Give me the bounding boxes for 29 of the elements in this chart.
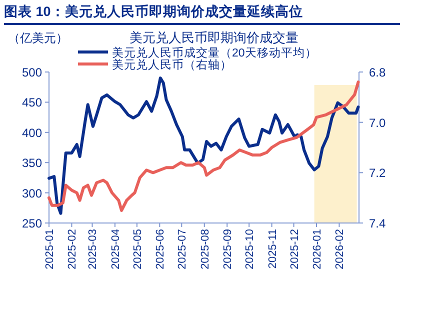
x-tick-label: 2026-01 [311, 229, 324, 270]
x-tick-label: 2025-05 [132, 229, 144, 270]
y-tick-label: 500 [22, 66, 42, 80]
y-axis-title: （亿美元） [8, 31, 68, 45]
x-tick-label: 2025-10 [244, 229, 256, 270]
x-tick-label: 2026-02 [334, 229, 346, 270]
y-tick-label: 250 [22, 216, 42, 230]
y-tick-label: 350 [22, 156, 42, 170]
chart-title: 图表 10：美元兑人民币即期询价成交量延续高位 [4, 3, 303, 19]
y-tick-label: 400 [22, 126, 42, 140]
y-tick-label: 300 [22, 186, 42, 200]
x-tick-label: 2025-06 [154, 229, 167, 270]
legend-label: 美元兑人民币成交量（20天移动平均） [112, 46, 317, 60]
legend-label: 美元兑人民币（右轴） [112, 58, 232, 72]
x-tick-label: 2025-08 [199, 229, 212, 270]
x-tick-label: 2025-03 [87, 229, 100, 270]
x-tick-label: 2025-01 [44, 229, 56, 270]
y2-tick-label: 7.4 [369, 216, 386, 230]
x-tick-label: 2025-09 [222, 229, 234, 270]
x-tick-label: 2025-07 [176, 229, 189, 270]
x-tick-label: 2025-04 [110, 229, 122, 270]
x-tick-label: 2025-02 [66, 229, 79, 270]
y2-tick-label: 7.0 [369, 116, 386, 130]
chart-subtitle: 美元兑人民币即期询价成交量 [130, 30, 298, 45]
y2-tick-label: 7.2 [369, 166, 386, 180]
x-tick-label: 2025-11 [266, 229, 279, 269]
y-tick-label: 450 [22, 96, 42, 110]
x-tick-label: 2025-12 [288, 229, 301, 270]
y2-tick-label: 6.8 [369, 66, 386, 80]
